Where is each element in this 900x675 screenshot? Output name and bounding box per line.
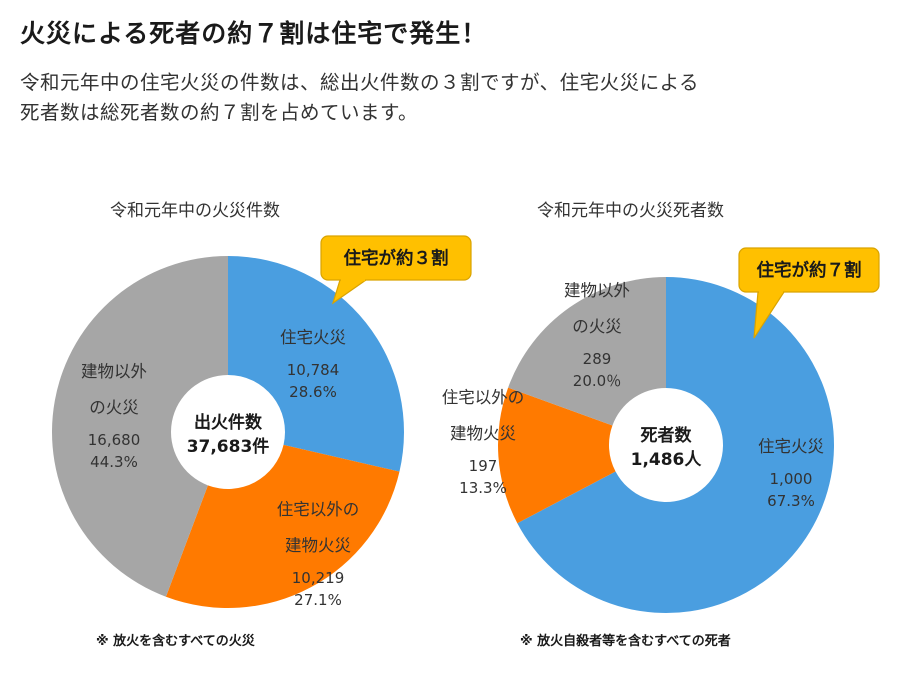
slice-non_residential_building — [165, 444, 400, 608]
center-total: 1,486人 — [631, 450, 703, 470]
slice-other — [52, 256, 228, 597]
slice-percent-other: 44.3% — [90, 453, 138, 471]
slice-percent-residential: 67.3% — [767, 492, 815, 510]
slice-label-non_residential_building: 住宅以外の — [277, 500, 360, 519]
slice-percent-non_residential_building: 27.1% — [294, 591, 342, 609]
slice-percent-other: 20.0％ — [573, 372, 621, 390]
callout-text: 住宅が約３割 — [344, 248, 449, 269]
lead-line-1: 令和元年中の住宅火災の件数は、総出火件数の３割ですが、住宅火災による — [20, 71, 700, 94]
chart-title-deaths: 令和元年中の火災死者数 — [537, 201, 724, 221]
slice-percent-residential: 28.6% — [289, 383, 337, 401]
slice-residential — [517, 277, 835, 613]
slice-label-other: の火災 — [89, 398, 139, 417]
callout-box — [320, 235, 472, 281]
slice-value-other: 16,680 — [88, 431, 141, 449]
lead-line-2: 死者数は総死者数の約７割を占めています。 — [20, 101, 419, 124]
center-total: 37,683件 — [187, 436, 270, 457]
slice-label-non_residential_building: 建物火災 — [285, 536, 351, 555]
lead-text: 令和元年中の住宅火災の件数は、総出火件数の３割ですが、住宅火災による 死者数は総… — [20, 68, 880, 128]
callout-box — [738, 247, 880, 293]
slice-other — [508, 277, 666, 426]
slice-value-residential: 10,784 — [287, 361, 340, 379]
slice-value-non_residential_building: 197 — [469, 457, 498, 475]
slice-value-other: 289 — [583, 350, 612, 368]
chart-title-fires: 令和元年中の火災件数 — [110, 201, 280, 221]
footnote-deaths: ※ 放火自殺者等を含むすべての死者 — [520, 634, 731, 649]
slice-non_residential_building — [498, 387, 616, 524]
slice-label-non_residential_building: 住宅以外の — [442, 388, 525, 407]
footnote-fires: ※ 放火を含むすべての火災 — [96, 634, 255, 649]
slice-value-non_residential_building: 10,219 — [292, 569, 345, 587]
callout-tail — [331, 279, 368, 305]
center-label: 出火件数 — [194, 412, 263, 433]
slice-label-residential: 住宅火災 — [758, 437, 824, 456]
slice-residential — [228, 256, 404, 472]
callout-text: 住宅が約７割 — [757, 260, 862, 281]
slice-label-other: 建物以外 — [81, 362, 147, 381]
slice-value-residential: 1,000 — [770, 470, 813, 488]
slice-percent-non_residential_building: 13.3% — [459, 479, 507, 497]
slice-label-residential: 住宅火災 — [280, 328, 346, 347]
center-label: 死者数 — [641, 425, 693, 446]
slice-label-other: 建物以外 — [564, 281, 630, 300]
slice-label-other: の火災 — [572, 317, 622, 336]
slice-label-non_residential_building: 建物火災 — [450, 424, 516, 443]
headline: 火災による死者の約７割は住宅で発生！ — [20, 19, 488, 48]
